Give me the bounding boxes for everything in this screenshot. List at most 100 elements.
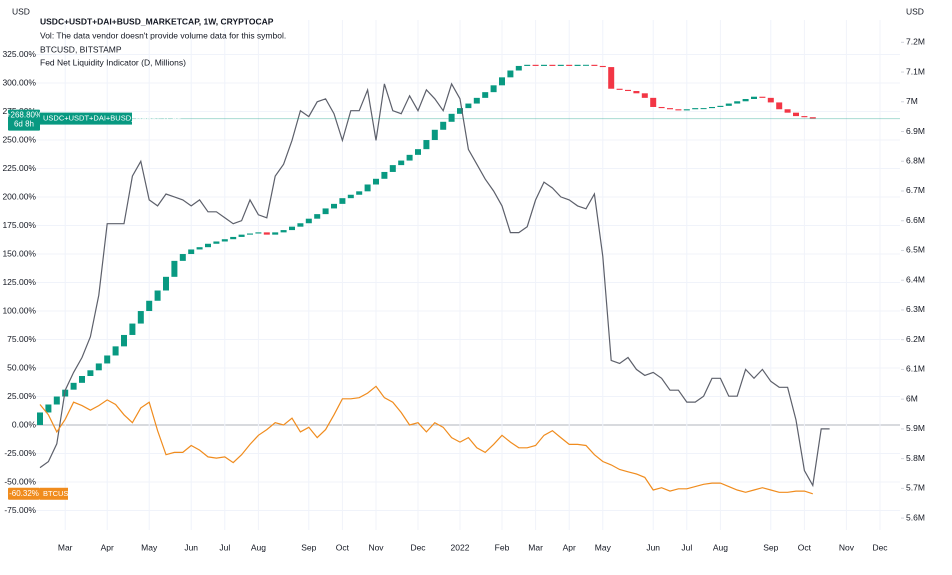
x-tick-label: Sep: [763, 542, 778, 552]
candle: [725, 103, 732, 106]
series-tag-box: [40, 112, 132, 125]
candle: [104, 355, 111, 364]
candle: [238, 234, 245, 237]
candle: [280, 230, 287, 233]
x-tick-label: Feb: [495, 542, 510, 552]
candle: [532, 64, 539, 66]
candle: [574, 64, 581, 66]
series-line: [39, 82, 830, 488]
y2-tick-label: 6.2M: [906, 334, 925, 344]
y2-tick-label: 6.4M: [906, 274, 925, 284]
candle: [675, 109, 682, 111]
candle: [700, 108, 707, 110]
candle: [221, 239, 228, 242]
y-tick-label: 0.00%: [12, 419, 37, 429]
candle: [742, 98, 749, 102]
candle: [331, 203, 337, 209]
y2-tick-label: 6.3M: [906, 304, 925, 314]
candle: [272, 232, 279, 235]
labels: -75.00% -50.00% -25.00% 0.00% 25.00% 50.00% 75…: [2, 37, 924, 553]
x-tick-label: Jun: [646, 542, 660, 552]
y-tick-label: 150.00%: [2, 248, 36, 258]
y-tick-label: 100.00%: [2, 305, 36, 315]
y2-unit: USD: [906, 6, 924, 16]
candle: [339, 198, 346, 204]
candle: [482, 92, 489, 98]
candle: [566, 64, 573, 66]
candle: [423, 140, 430, 150]
candle: [322, 208, 329, 215]
candle: [431, 129, 438, 141]
candle: [490, 85, 497, 93]
candle: [389, 165, 396, 172]
candle: [784, 109, 791, 113]
candle: [776, 102, 783, 110]
candle: [213, 241, 220, 244]
x-tick-label: Sep: [301, 542, 316, 552]
y2-tick-label: 7.2M: [906, 37, 925, 47]
candle: [709, 106, 715, 109]
candle: [499, 77, 505, 86]
x-tick-label: Dec: [410, 542, 426, 552]
candle: [305, 218, 312, 224]
candle: [793, 112, 799, 117]
candle: [37, 412, 43, 426]
y-tick-label: 50.00%: [7, 362, 36, 372]
x-tick-label: Mar: [528, 542, 543, 552]
candle: [683, 109, 690, 111]
candle: [650, 97, 657, 107]
candle: [625, 89, 631, 92]
series: [37, 64, 900, 495]
candle: [373, 178, 379, 185]
candle: [591, 64, 598, 66]
y-tick-label: -25.00%: [4, 448, 36, 458]
y2-tick-label: 6M: [906, 393, 918, 403]
x-tick-label: Oct: [336, 542, 350, 552]
candle: [45, 404, 52, 413]
x-tick-label: Mar: [58, 542, 73, 552]
y-tick-label: 225.00%: [2, 163, 36, 173]
candle: [87, 370, 94, 376]
x-tick-label: Jul: [219, 542, 230, 552]
candle: [70, 382, 77, 390]
legend-main: USDC+USDT+DAI+BUSD_MARKETCAP, 1W, CRYPTO…: [40, 16, 274, 26]
candle: [633, 91, 640, 94]
candle: [692, 108, 699, 110]
candle: [289, 226, 295, 231]
candle: [112, 346, 119, 356]
candle: [751, 96, 757, 99]
y-tick-label: 175.00%: [2, 220, 36, 230]
legend-fed: Fed Net Liquidity Indicator (D, Millions…: [40, 57, 186, 67]
y2-tick-label: 7M: [906, 96, 918, 106]
x-tick-label: Jul: [681, 542, 692, 552]
candle: [129, 323, 136, 335]
y-tick-label: -50.00%: [4, 476, 36, 486]
candle: [314, 214, 321, 219]
y-tick-label: -75.00%: [4, 505, 36, 515]
y2-tick-label: 6.6M: [906, 215, 925, 225]
candle: [541, 64, 547, 66]
candle: [809, 117, 816, 119]
candle: [398, 160, 405, 166]
y-tick-label: 300.00%: [2, 77, 36, 87]
legend-volume: Vol: The data vendor doesn't provide vol…: [40, 30, 286, 40]
candle: [599, 65, 606, 68]
candle: [801, 116, 808, 118]
x-tick-label: May: [595, 542, 612, 552]
countdown: 6d 8h: [14, 120, 34, 129]
y-tick-label: 75.00%: [7, 334, 36, 344]
candle: [137, 311, 144, 324]
candle: [616, 88, 623, 90]
x-tick-label: Nov: [839, 542, 855, 552]
y2-tick-label: 5.7M: [906, 483, 925, 493]
candle: [759, 96, 766, 98]
price-label-box: [8, 487, 40, 500]
x-tick-label: Apr: [563, 542, 576, 552]
y2-tick-label: 6.8M: [906, 156, 925, 166]
x-tick-label: Aug: [251, 542, 266, 552]
candle: [188, 249, 195, 255]
candle: [448, 113, 455, 122]
candle: [717, 105, 724, 107]
